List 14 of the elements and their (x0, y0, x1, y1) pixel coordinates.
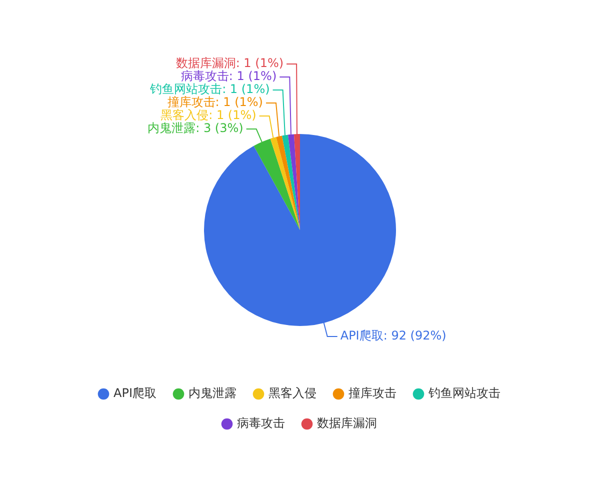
data-label: 撞库攻击: 1 (1%) (167, 95, 264, 110)
legend-label: 黑客入侵 (268, 386, 316, 400)
legend-label: 撞库攻击 (348, 386, 396, 400)
data-label: 黑客入侵: 1 (1%) (160, 108, 256, 122)
data-label: 病毒攻击: 1 (1%) (180, 69, 277, 84)
data-label: 钓鱼网站攻击: 1 (1%) (149, 82, 270, 96)
data-label: API爬取: 92 (92%) (340, 328, 446, 343)
legend-label: 数据库漏洞 (317, 416, 377, 430)
legend-label: API爬取 (114, 386, 156, 400)
data-label: 数据库漏洞: 1 (1%) (176, 56, 284, 70)
legend-label: 钓鱼网站攻击 (427, 386, 500, 400)
legend-label: 内鬼泄露 (188, 386, 236, 400)
data-label: 内鬼泄露: 3 (3%) (148, 121, 244, 136)
legend-label: 病毒攻击 (237, 416, 285, 430)
